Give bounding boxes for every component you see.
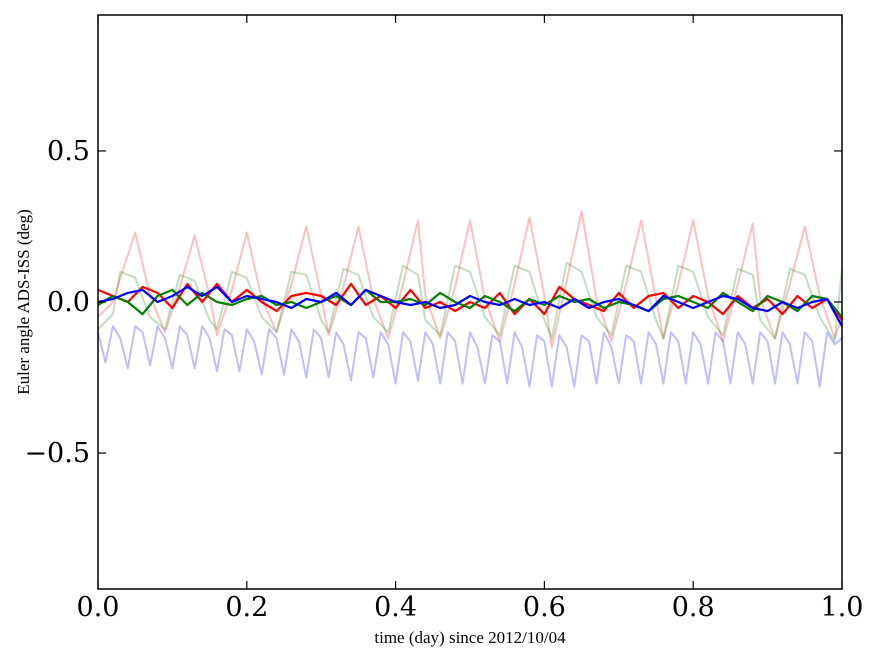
series-line-2 — [97, 261, 843, 343]
series-line-3 — [97, 325, 843, 388]
y-axis-label: Euler angle ADS-ISS (deg) — [14, 209, 33, 395]
y-tick-label: 0.0 — [47, 287, 90, 318]
x-axis-label: time (day) since 2012/10/04 — [374, 628, 566, 647]
y-tick-label: −0.5 — [24, 438, 90, 469]
series-line-1 — [97, 210, 843, 349]
plot-lines — [97, 210, 843, 388]
axis-ticks — [97, 15, 843, 589]
x-tick-label: 0.2 — [225, 592, 268, 623]
x-tick-label: 1.0 — [821, 592, 864, 623]
series-line-6 — [97, 285, 843, 327]
y-tick-label: 0.5 — [47, 136, 90, 167]
x-tick-label: 0.0 — [77, 592, 120, 623]
series-line-4 — [97, 282, 843, 321]
x-tick-label: 0.6 — [523, 592, 566, 623]
x-tick-label: 0.4 — [374, 592, 417, 623]
axis-tick-labels: 0.0 0.2 0.4 0.6 0.8 1.0 −0.5 0.0 0.5 — [24, 136, 863, 623]
x-tick-label: 0.8 — [672, 592, 715, 623]
